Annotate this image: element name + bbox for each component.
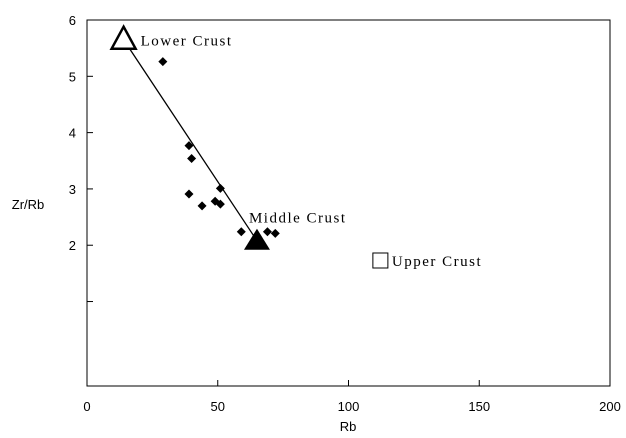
data-point-8	[236, 227, 246, 237]
y-tick-label-1: 3	[69, 182, 76, 197]
y-tick-label-2: 4	[69, 126, 76, 141]
reference-label-2: Upper Crust	[392, 254, 482, 270]
x-tick-label-4: 200	[599, 399, 621, 414]
data-point-0	[158, 57, 168, 67]
trend-line-group	[123, 39, 258, 242]
x-tick-label-2: 100	[338, 399, 360, 414]
data-point-1	[184, 141, 194, 151]
trend-line	[123, 39, 258, 242]
data-point-4	[197, 201, 207, 211]
x-tick-label-1: 50	[211, 399, 225, 414]
data-points	[158, 57, 280, 238]
x-tick-label-3: 150	[468, 399, 490, 414]
data-point-10	[270, 228, 280, 238]
x-tick-label-0: 0	[83, 399, 90, 414]
data-point-3	[184, 189, 194, 199]
data-point-6	[215, 199, 225, 209]
y-tick-label-4: 6	[69, 13, 76, 28]
axis-tick-labels: 0 50 100 150 200 2 3 4 5 6	[69, 13, 621, 414]
y-tick-label-3: 5	[69, 69, 76, 84]
y-axis-label: Zr/Rb	[12, 197, 45, 212]
reference-label-1: Middle Crust	[249, 211, 347, 227]
axis-ticks	[86, 19, 611, 386]
data-point-9	[262, 227, 272, 237]
y-tick-label-0: 2	[69, 238, 76, 253]
data-point-2	[187, 154, 197, 164]
lower-crust-marker	[109, 24, 138, 50]
x-axis-label: Rb	[340, 419, 357, 434]
upper-crust-marker	[372, 252, 389, 269]
plot-frame	[86, 19, 611, 387]
reference-points: Lower Crust Middle Crust Upper Crust	[109, 24, 482, 270]
reference-label-0: Lower Crust	[141, 34, 233, 50]
data-point-7	[215, 183, 225, 193]
middle-crust-marker	[243, 228, 270, 250]
